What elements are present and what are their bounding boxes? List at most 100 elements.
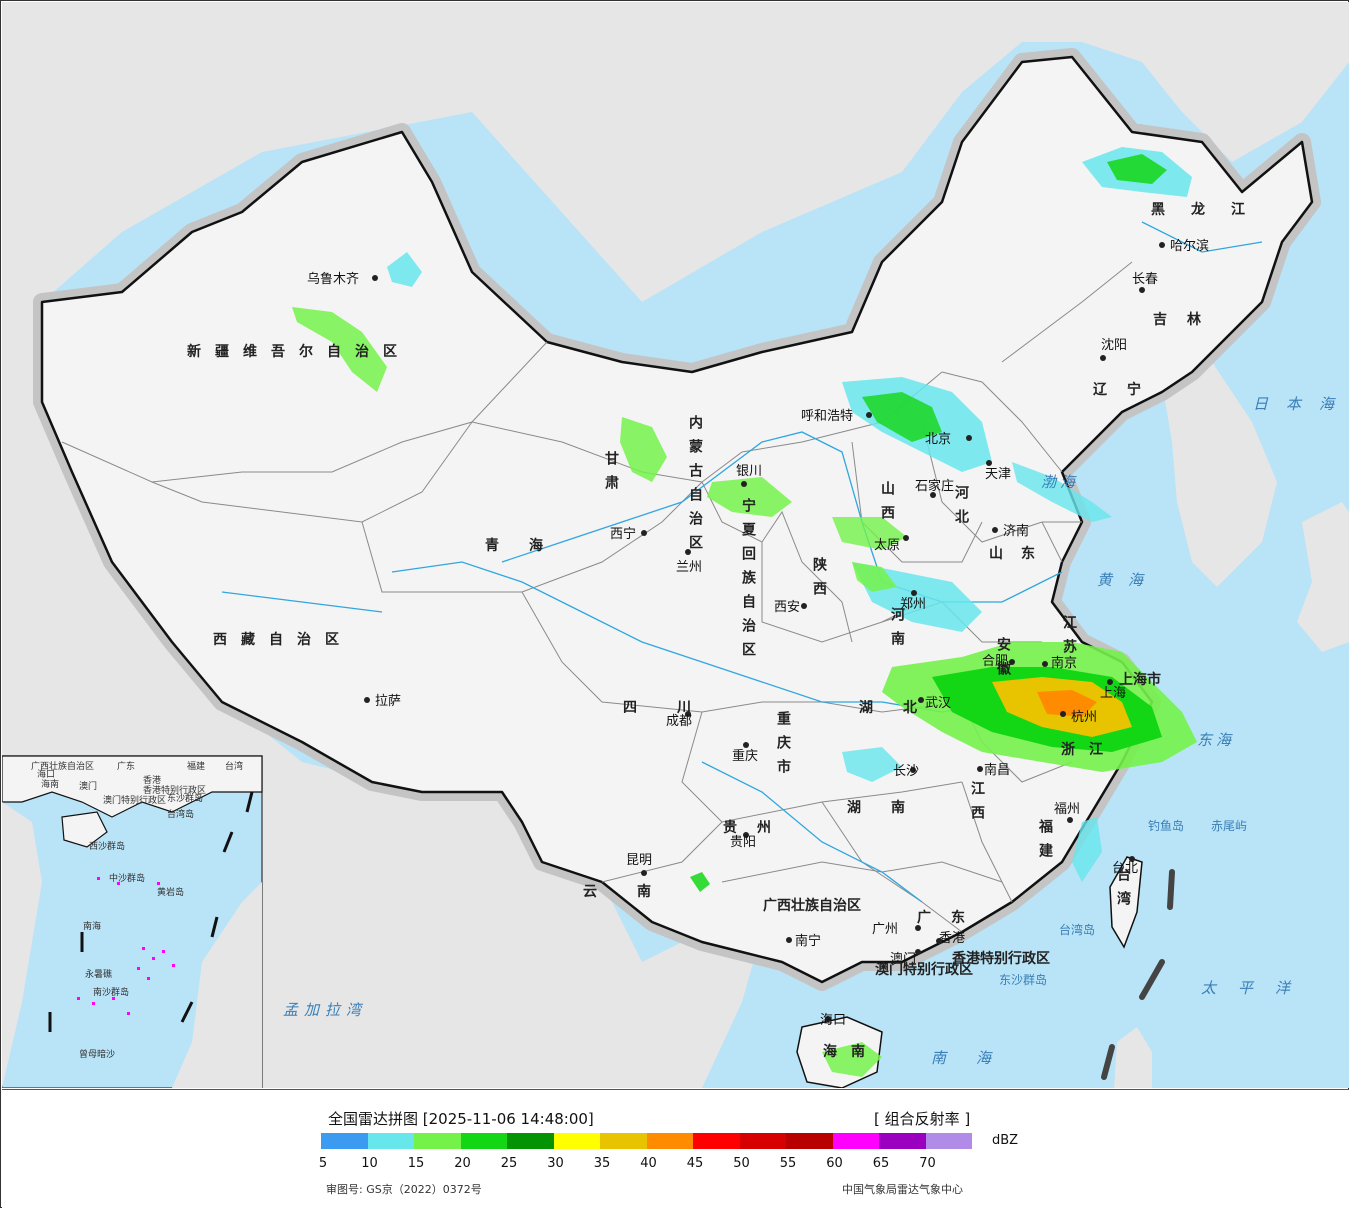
neighbor-land-south <box>2 332 762 1088</box>
city-label: 香港 <box>939 931 966 946</box>
city-label: 西宁 <box>610 527 637 542</box>
city-label: 长沙 <box>893 764 920 779</box>
inset-label: 南沙群岛 <box>93 988 130 998</box>
legend-title: 全国雷达拼图 [2025-11-06 14:48:00] <box>328 1110 594 1128</box>
province-label: 湖北 <box>859 700 947 716</box>
city-label: 济南 <box>1003 524 1030 539</box>
city-marker <box>866 412 872 418</box>
city-label: 南宁 <box>795 934 822 949</box>
province-label: 河南 <box>889 607 905 655</box>
inset-label: 海口 <box>37 770 56 780</box>
scale-tick-label: 15 <box>407 1156 425 1171</box>
legend: 全国雷达拼图 [2025-11-06 14:48:00] [ 组合反射率 ] 5… <box>2 1089 1349 1208</box>
sea-label: 孟加拉湾 <box>283 1001 368 1019</box>
city-label: 长春 <box>1132 272 1159 287</box>
neighbor-land-japan <box>1297 502 1349 652</box>
city-label: 太原 <box>874 538 901 553</box>
city-label: 银川 <box>736 464 763 479</box>
province-label: 上海市 <box>1119 672 1161 688</box>
province-label: 福建 <box>1037 819 1053 867</box>
city-label: 呼和浩特 <box>801 409 854 424</box>
city-marker <box>801 603 807 609</box>
city-marker <box>641 530 647 536</box>
color-swatch <box>507 1133 554 1149</box>
inset-label: 永暑礁 <box>85 970 113 980</box>
city-marker <box>992 527 998 533</box>
city-marker <box>915 925 921 931</box>
echo-gansu <box>620 417 667 482</box>
city-marker <box>685 711 691 717</box>
city-marker <box>641 870 647 876</box>
province-label: 甘肃 <box>603 451 619 499</box>
city-marker <box>910 767 916 773</box>
city-marker <box>1067 817 1073 823</box>
province-label: 江西 <box>969 781 985 829</box>
city-marker <box>372 275 378 281</box>
echo-hunan <box>842 747 902 782</box>
echo-bohai <box>1012 462 1112 522</box>
inset-label: 东沙群岛 <box>167 794 204 804</box>
province-label: 湖南 <box>847 800 935 816</box>
radar-echoes <box>292 147 1197 1077</box>
color-swatch <box>879 1133 926 1149</box>
island-label: 台湾岛 <box>1059 923 1096 937</box>
scale-tick-label: 5 <box>318 1156 328 1171</box>
city-label: 南京 <box>1051 656 1078 671</box>
echo-fujian-coast <box>1072 817 1102 882</box>
city-marker <box>903 535 909 541</box>
city-label: 郑州 <box>900 597 927 612</box>
city-label: 澳门 <box>890 952 917 967</box>
scale-tick-label: 60 <box>826 1156 843 1171</box>
island-label: 赤尾屿 <box>1211 819 1248 833</box>
color-swatch <box>553 1133 600 1149</box>
neighbor-land-korea <box>1162 362 1277 587</box>
color-swatch <box>739 1133 786 1149</box>
city-marker <box>743 742 749 748</box>
city-label: 贵阳 <box>730 835 757 850</box>
inset-label: 中沙群岛 <box>109 874 146 884</box>
echo-hainan <box>822 1042 882 1077</box>
echo-ningxia <box>707 477 792 517</box>
city-marker <box>1107 679 1113 685</box>
city-label: 海口 <box>820 1013 847 1028</box>
city-label: 南昌 <box>984 763 1011 778</box>
city-marker <box>977 766 983 772</box>
province-label: 山西 <box>879 481 895 529</box>
neighbor-land-philippines <box>1114 1027 1152 1088</box>
province-label: 重庆市 <box>775 711 791 783</box>
city-marker <box>966 435 972 441</box>
scale-tick-label: 25 <box>500 1156 518 1171</box>
province-label: 广东 <box>917 910 985 926</box>
inset-label: 西沙群岛 <box>89 842 126 852</box>
city-marker <box>915 949 921 955</box>
province-label: 安徽 <box>995 637 1011 685</box>
province-label: 浙江 <box>1061 742 1117 758</box>
color-swatch <box>646 1133 693 1149</box>
scale-tick-label: 35 <box>593 1156 611 1171</box>
radar-map <box>2 2 1349 1088</box>
province-label: 广西壮族自治区 <box>763 898 861 914</box>
province-label: 海南 <box>823 1044 879 1060</box>
province-label: 新疆维吾尔自治区 <box>187 344 411 360</box>
city-label: 台北 <box>1112 861 1139 876</box>
scale-tick-label: 70 <box>919 1156 936 1171</box>
city-label: 福州 <box>1054 802 1081 817</box>
city-marker <box>930 492 936 498</box>
color-swatch <box>460 1133 507 1149</box>
color-swatch <box>414 1133 461 1149</box>
echo-henan-green <box>852 562 897 592</box>
city-marker <box>1139 287 1145 293</box>
sea-label: 太平洋 <box>1201 979 1313 997</box>
city-marker <box>918 697 924 703</box>
south-china-sea-inset <box>2 755 263 1088</box>
province-label: 内蒙古自治区 <box>687 415 703 559</box>
city-label: 重庆 <box>732 749 759 764</box>
color-swatch <box>600 1133 647 1149</box>
echo-xinjiang-north <box>387 252 422 287</box>
sea-label: 日本海 <box>1253 395 1349 413</box>
echo-xinjiang <box>292 307 387 392</box>
neighbor-land-west <box>2 2 1349 332</box>
city-label: 成都 <box>666 714 693 729</box>
scale-tick-label: 45 <box>686 1156 704 1171</box>
city-label: 哈尔滨 <box>1170 239 1210 254</box>
